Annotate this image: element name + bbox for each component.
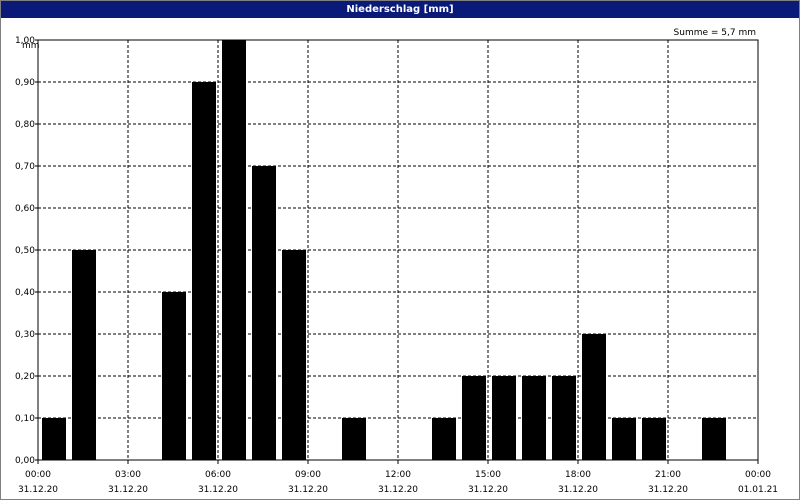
bar-0500	[192, 82, 216, 460]
x-tick-date-label: 31.12.20	[18, 485, 58, 495]
bar-1400	[462, 376, 486, 460]
grid-lines	[38, 39, 758, 460]
x-tick-date-label: 31.12.20	[378, 485, 418, 495]
bar-1900	[612, 418, 636, 460]
x-tick-time-label: 03:00	[115, 470, 141, 480]
bar-2200	[702, 418, 726, 460]
bar-0600	[222, 40, 246, 460]
x-tick-time-label: 12:00	[385, 470, 411, 480]
x-tick-time-label: 18:00	[565, 470, 591, 480]
x-tick-date-label: 31.12.20	[198, 485, 238, 495]
axis-labels: 0,00 0,10 0,20 0,30 0,40 0,50 0,60 0,70 0,80 0,90…	[15, 36, 778, 495]
bar-1700	[552, 376, 576, 460]
bar-1300	[432, 418, 456, 460]
x-tick-time-label: 15:00	[475, 470, 501, 480]
y-tick-label: 0,20	[15, 372, 35, 382]
x-tick-date-label: 31.12.20	[648, 485, 688, 495]
bar-0100	[72, 250, 96, 460]
chart-title: Niederschlag [mm]	[1, 1, 799, 18]
y-tick-label: 0,60	[15, 204, 35, 214]
y-tick-label: 0,00	[15, 456, 35, 466]
x-tick-date-label: 31.12.20	[558, 485, 598, 495]
bar-0700	[252, 166, 276, 460]
x-tick-time-label: 00:00	[745, 470, 771, 480]
bar-2000	[642, 418, 666, 460]
x-tick-date-label: 31.12.20	[468, 485, 508, 495]
bar-0800	[282, 250, 306, 460]
y-tick-label: 0,80	[15, 120, 35, 130]
bar-0000	[42, 418, 66, 460]
y-tick-label: 0,50	[15, 246, 35, 256]
axes	[35, 39, 759, 464]
y-axis-unit-label: mm	[22, 41, 40, 51]
x-tick-time-label: 21:00	[655, 470, 681, 480]
bar-1800	[582, 334, 606, 460]
bar-1600	[522, 376, 546, 460]
x-tick-date-label: 31.12.20	[108, 485, 148, 495]
x-tick-date-label: 31.12.20	[288, 485, 328, 495]
y-tick-label: 1,00	[15, 36, 35, 46]
y-tick-label: 0,30	[15, 330, 35, 340]
y-tick-label: 0,90	[15, 78, 35, 88]
y-tick-label: 0,10	[15, 414, 35, 424]
x-tick-time-label: 00:00	[25, 470, 51, 480]
bar-series	[42, 40, 726, 460]
bar-1500	[492, 376, 516, 460]
plot-area-border	[37, 39, 759, 461]
x-tick-date-label: 01.01.21	[738, 485, 778, 495]
sum-annotation: Summe = 5,7 mm	[674, 28, 756, 38]
bar-1000	[342, 418, 366, 460]
y-tick-label: 0,40	[15, 288, 35, 298]
x-tick-time-label: 09:00	[295, 470, 321, 480]
x-tick-time-label: 06:00	[205, 470, 231, 480]
y-tick-label: 0,70	[15, 162, 35, 172]
bar-0400	[162, 292, 186, 460]
